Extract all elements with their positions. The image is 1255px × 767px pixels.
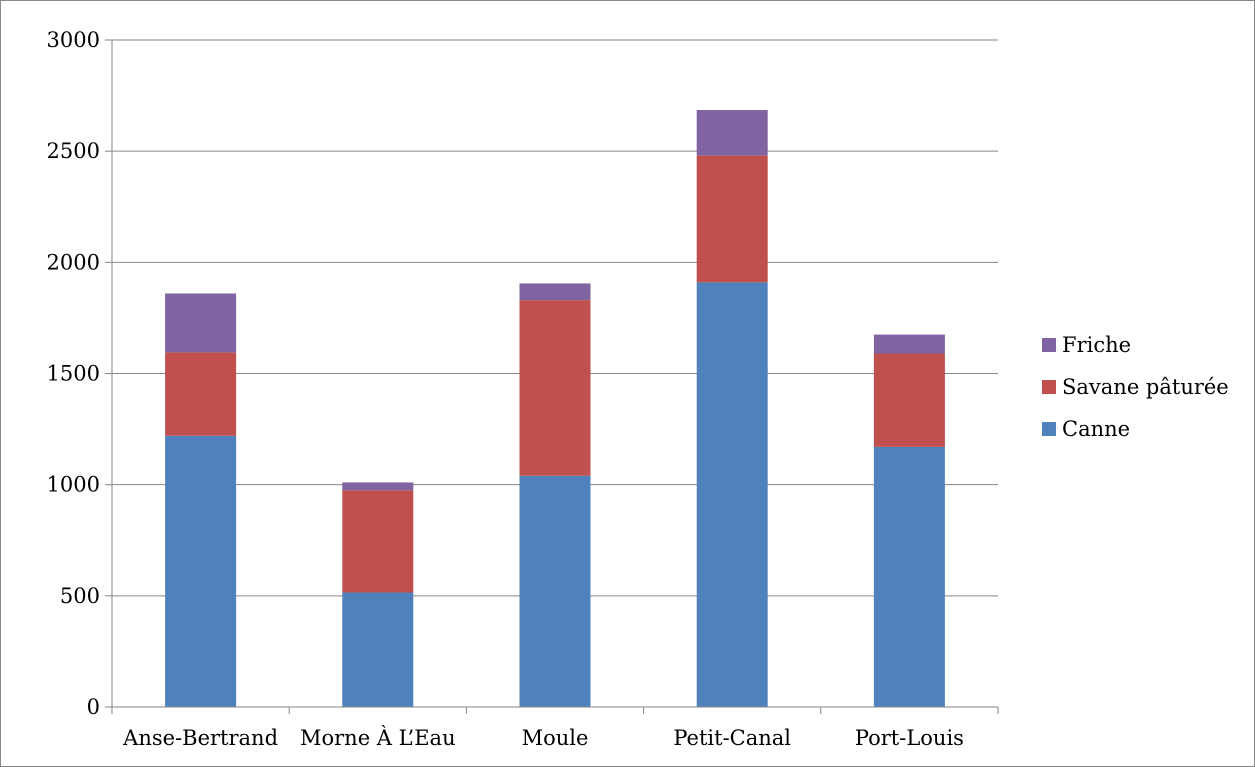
bar-segment-savane-pâturée	[519, 300, 591, 476]
bar-segment-friche	[873, 334, 945, 354]
y-tick-label: 1500	[47, 362, 100, 386]
bar-segment-friche	[696, 110, 768, 156]
bar-segment-canne	[873, 446, 945, 707]
x-category-label: Anse-Bertrand	[122, 726, 278, 750]
y-tick-label: 2000	[47, 250, 100, 274]
bar-segment-canne	[165, 435, 237, 707]
legend-swatch	[1042, 380, 1056, 394]
y-tick-label: 2500	[47, 139, 100, 163]
x-category-label: Morne À L’Eau	[300, 726, 456, 750]
legend-swatch	[1042, 338, 1056, 352]
labels: 0 500 1000 1500 2000 2500 3000 Anse-Bertrand Mor…	[47, 28, 964, 750]
axes	[105, 39, 999, 714]
bar-segment-savane-pâturée	[696, 155, 768, 283]
legend: Friche Savane pâturée Canne	[1042, 333, 1229, 441]
y-tick-label: 0	[87, 695, 100, 719]
bars	[165, 110, 945, 707]
bar-segment-friche	[519, 283, 591, 301]
y-tick-label: 3000	[47, 28, 100, 52]
bar-segment-canne	[519, 475, 591, 707]
bar-segment-savane-pâturée	[342, 490, 414, 593]
legend-label: Canne	[1062, 417, 1130, 441]
x-category-label: Port-Louis	[855, 726, 964, 750]
y-tick-label: 500	[60, 584, 100, 608]
bar-segment-canne	[342, 592, 414, 707]
y-tick-label: 1000	[47, 473, 100, 497]
x-category-label: Petit-Canal	[673, 726, 791, 750]
x-category-label: Moule	[522, 726, 589, 750]
legend-label: Friche	[1062, 333, 1131, 357]
bar-segment-savane-pâturée	[165, 352, 237, 436]
gridlines	[112, 39, 998, 597]
bar-segment-friche	[165, 293, 237, 353]
bar-segment-friche	[342, 482, 414, 491]
bar-segment-savane-pâturée	[873, 353, 945, 447]
legend-swatch	[1042, 422, 1056, 436]
bar-segment-canne	[696, 282, 768, 707]
legend-label: Savane pâturée	[1062, 375, 1229, 399]
